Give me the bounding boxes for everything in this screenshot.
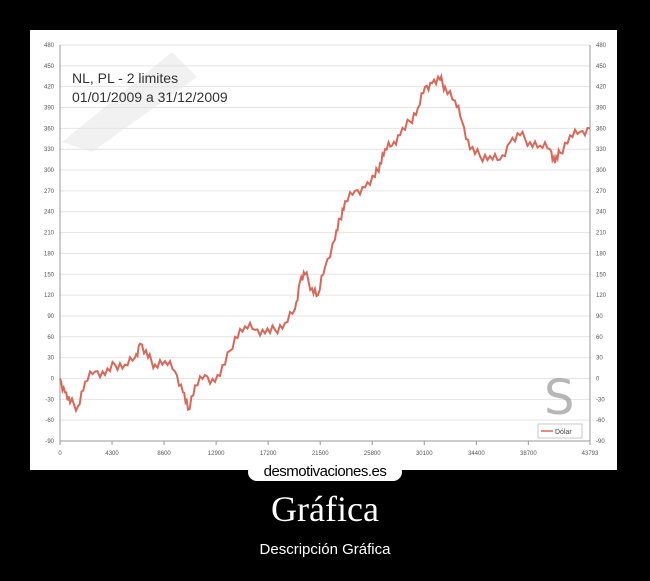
y-tick-label-left: 420 (44, 85, 55, 91)
y-tick-label-left: 390 (44, 106, 55, 112)
y-tick-label-right: 420 (596, 85, 607, 91)
y-tick-label-right: 150 (596, 272, 607, 278)
watermark-s-icon: S (544, 370, 574, 426)
x-tick-label: 34400 (468, 451, 485, 457)
y-tick-label-left: 270 (44, 189, 55, 195)
legend: Dólar (537, 423, 583, 439)
x-tick-label: 8600 (157, 451, 171, 457)
y-tick-label-right: -60 (596, 418, 605, 424)
y-tick-label-right: 450 (596, 64, 607, 70)
y-tick-label-right: 210 (596, 231, 607, 237)
y-tick-label-right: 120 (596, 293, 607, 299)
y-tick-label-right: -90 (596, 439, 605, 445)
poster-title: Gráfica (271, 489, 379, 529)
x-tick-label: 43793 (582, 451, 599, 457)
y-tick-label-right: 480 (596, 43, 607, 49)
y-tick-label-left: 480 (44, 43, 55, 49)
chart-title: NL, PL - 2 limites (72, 70, 178, 86)
y-tick-label-right: 330 (596, 147, 607, 153)
x-tick-label: 25800 (364, 451, 381, 457)
chart-background (32, 32, 616, 468)
y-tick-label-left: 0 (51, 376, 55, 382)
x-tick-label: 21500 (312, 451, 329, 457)
y-tick-label-right: 360 (596, 126, 607, 132)
y-tick-label-left: 330 (44, 147, 55, 153)
x-tick-label: 17200 (260, 451, 277, 457)
site-logo[interactable]: desmotivaciones.es (248, 463, 402, 481)
y-tick-label-left: 240 (44, 210, 55, 216)
y-tick-label-right: 300 (596, 168, 607, 174)
y-tick-label-right: 270 (596, 189, 607, 195)
y-tick-label-left: 450 (44, 64, 55, 70)
y-tick-label-right: 30 (596, 356, 603, 362)
series-line-dolar (59, 72, 591, 414)
y-tick-label-left: 90 (47, 314, 54, 320)
x-tick-label: 30100 (416, 451, 433, 457)
y-tick-label-left: 210 (44, 231, 55, 237)
y-tick-label-left: -30 (45, 397, 54, 403)
y-tick-label-left: 60 (47, 335, 54, 341)
y-tick-label-right: 240 (596, 210, 607, 216)
y-tick-label-right: 390 (596, 106, 607, 112)
y-tick-label-left: -90 (45, 439, 54, 445)
y-tick-label-right: -30 (596, 397, 605, 403)
x-tick-label: 38700 (520, 451, 537, 457)
line-chart: -90 -90 -60 -60 -30 -30 0 0 30 30 60 60 90 90 120 120 15… (32, 32, 616, 468)
x-tick-label: 4300 (105, 451, 119, 457)
y-tick-label-left: 120 (44, 293, 55, 299)
y-tick-label-left: 150 (44, 272, 55, 278)
y-tick-label-left: 300 (44, 168, 55, 174)
legend-label: Dólar (555, 429, 572, 436)
x-tick-label: 12900 (208, 451, 225, 457)
y-tick-label-right: 90 (596, 314, 603, 320)
poster-subtitle: Descripción Gráfica (259, 541, 391, 558)
x-tick-label: 0 (58, 451, 62, 457)
chart-subtitle: 01/01/2009 a 31/12/2009 (72, 89, 228, 105)
y-tick-label-left: 360 (44, 126, 55, 132)
y-tick-label-left: 30 (47, 356, 54, 362)
y-tick-label-right: 180 (596, 251, 607, 257)
watermark-logo (62, 52, 197, 152)
y-tick-label-left: -60 (45, 418, 54, 424)
y-tick-label-left: 180 (44, 251, 55, 257)
y-tick-label-right: 60 (596, 335, 603, 341)
y-tick-label-right: 0 (596, 376, 600, 382)
